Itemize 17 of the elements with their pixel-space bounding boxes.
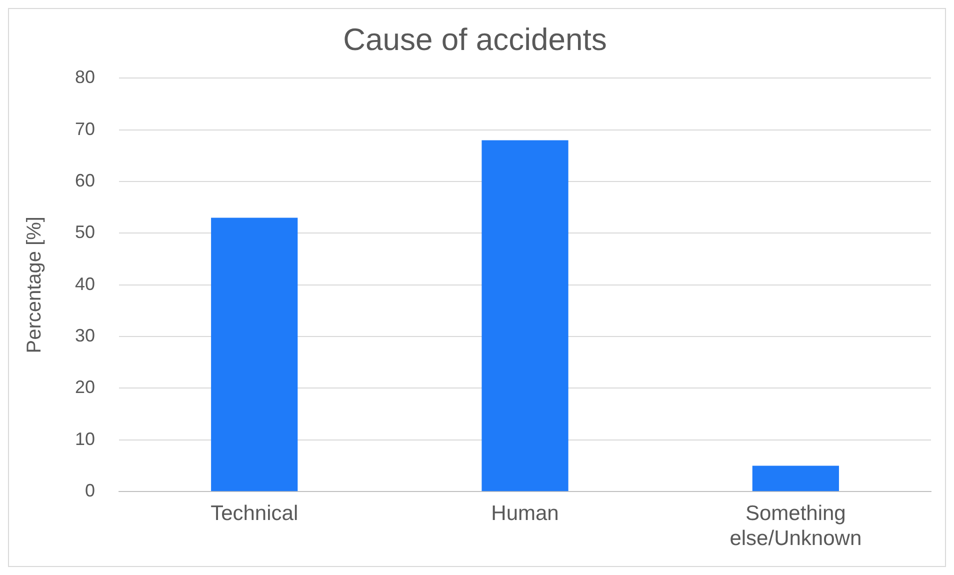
y-tick-label: 50 xyxy=(74,222,96,242)
y-tick-label: 30 xyxy=(74,326,96,346)
x-tick-label: Human xyxy=(491,502,559,525)
y-tick-label: 70 xyxy=(74,118,96,139)
y-tick-label: 0 xyxy=(85,480,96,501)
x-tick-label: Technical xyxy=(210,502,298,525)
x-tick-label: Something else/Unknown xyxy=(730,502,862,550)
y-tick-label: 80 xyxy=(74,67,96,88)
y-axis-title: Percentage [%] xyxy=(24,216,46,354)
y-tick-label: 20 xyxy=(74,377,96,398)
chart-title: Cause of accidents xyxy=(343,22,607,58)
y-tick-label: 60 xyxy=(74,170,96,191)
bar xyxy=(752,466,839,492)
bar xyxy=(211,218,298,492)
bar xyxy=(482,140,568,492)
y-tick-label: 10 xyxy=(74,428,96,449)
y-tick-label: 40 xyxy=(74,274,96,294)
